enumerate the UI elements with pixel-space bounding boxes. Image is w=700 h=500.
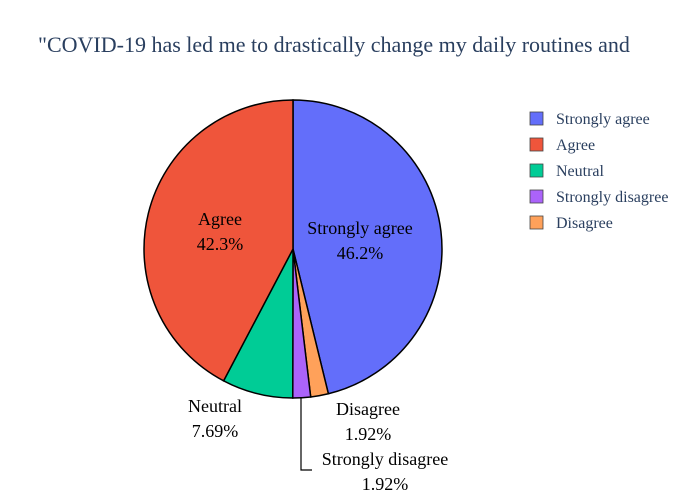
legend-swatch-neutral[interactable] <box>529 163 544 178</box>
slice-labels: Strongly agree 46.2% Disagree 1.92% Strongly… <box>188 209 448 494</box>
legend-swatch-disagree[interactable] <box>529 215 544 230</box>
legend-label-agree[interactable]: Agree <box>556 137 595 154</box>
leader-line-strongly-disagree <box>300 397 312 471</box>
legend-swatch-agree[interactable] <box>529 137 544 152</box>
slice-agree[interactable] <box>143 99 294 382</box>
chart-title: "COVID-19 has led me to drastically chan… <box>38 32 630 57</box>
legend: Strongly agree Agree Neutral Strongly disag… <box>529 111 668 232</box>
slice-label-strongly-disagree: Strongly disagree 1.92% <box>322 449 448 494</box>
slice-label-neutral: Neutral 7.69% <box>188 396 242 441</box>
legend-label-strongly-disagree[interactable]: Strongly disagree <box>556 189 668 206</box>
legend-swatch-strongly-agree[interactable] <box>529 111 544 126</box>
legend-label-strongly-agree[interactable]: Strongly agree <box>556 111 650 128</box>
slice-label-strongly-agree: Strongly agree 46.2% <box>307 218 412 263</box>
legend-label-neutral[interactable]: Neutral <box>556 163 605 180</box>
slice-label-agree: Agree 42.3% <box>197 209 244 254</box>
slice-label-disagree: Disagree 1.92% <box>336 399 400 444</box>
slice-strongly-agree[interactable] <box>292 99 443 395</box>
legend-swatch-strongly-disagree[interactable] <box>529 189 544 204</box>
legend-label-disagree[interactable]: Disagree <box>556 215 613 232</box>
pie-slices <box>143 99 443 399</box>
